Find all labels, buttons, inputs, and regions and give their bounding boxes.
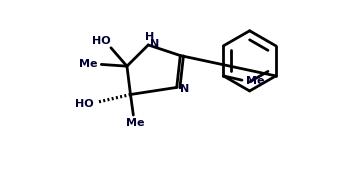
Text: HO: HO bbox=[75, 99, 94, 109]
Text: N: N bbox=[150, 39, 159, 49]
Text: N: N bbox=[180, 84, 189, 94]
Text: Me: Me bbox=[126, 118, 144, 128]
Text: H: H bbox=[145, 32, 154, 42]
Text: Me: Me bbox=[79, 59, 97, 69]
Text: HO: HO bbox=[92, 36, 110, 46]
Text: Me: Me bbox=[246, 76, 265, 86]
